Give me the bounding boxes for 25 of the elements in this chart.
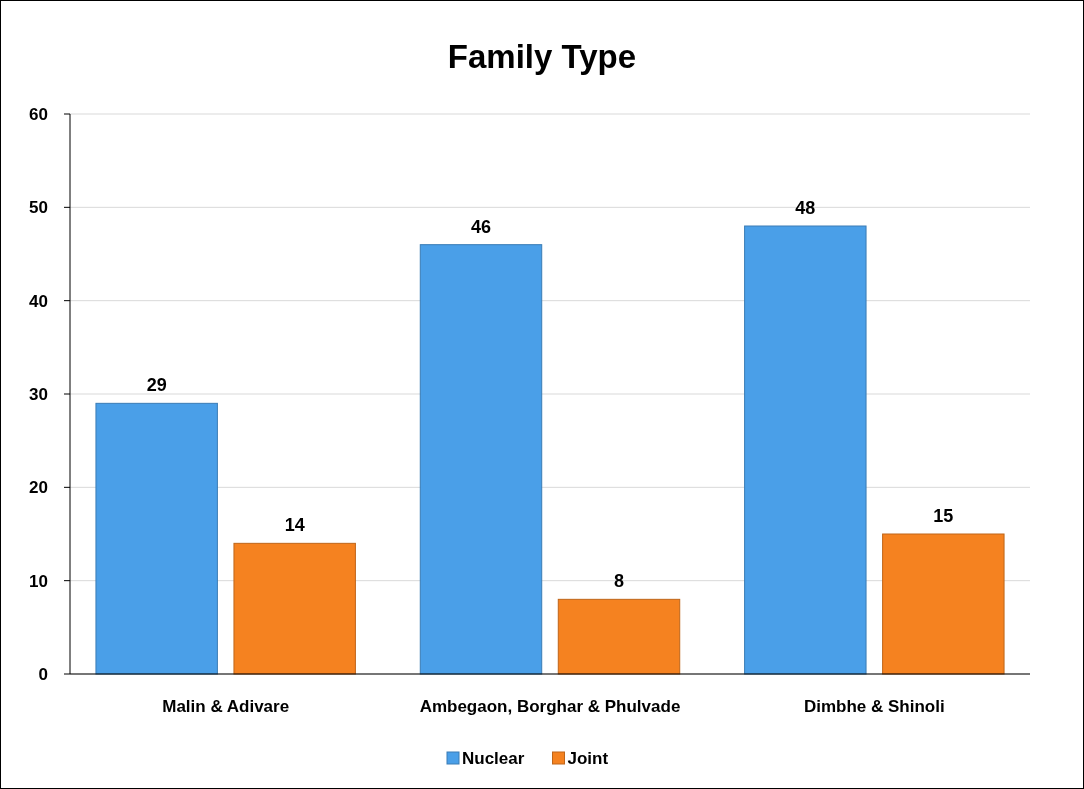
bar: [882, 533, 1005, 675]
bar: [744, 225, 867, 675]
data-label: 14: [284, 515, 305, 536]
legend-label: Joint: [567, 748, 609, 768]
y-tick-label: 20: [29, 478, 48, 498]
chart-title: Family Type: [447, 38, 637, 75]
data-label: 48: [795, 198, 816, 218]
y-tick-label: 30: [29, 384, 48, 404]
legend-label: Nuclear: [462, 748, 525, 768]
y-tick-label: 50: [29, 198, 48, 218]
y-tick-label: 0: [38, 664, 48, 684]
data-label: 46: [470, 216, 492, 237]
bar: [95, 402, 218, 675]
data-label: 29: [146, 375, 167, 396]
data-label: 8: [614, 571, 625, 592]
bar: [233, 542, 356, 675]
y-tick-label: 60: [29, 104, 48, 124]
y-tick-label: 40: [29, 291, 48, 311]
x-tick-label: Malin & Adivare: [162, 697, 290, 716]
x-tick-label: Ambegaon, Borghar & Phulvade: [419, 697, 681, 716]
y-tick-label: 10: [29, 571, 48, 591]
bar: [419, 244, 543, 675]
bar: [557, 598, 681, 675]
data-label: 15: [933, 506, 954, 526]
x-tick-label: Dimbhe & Shinoli: [803, 697, 945, 716]
